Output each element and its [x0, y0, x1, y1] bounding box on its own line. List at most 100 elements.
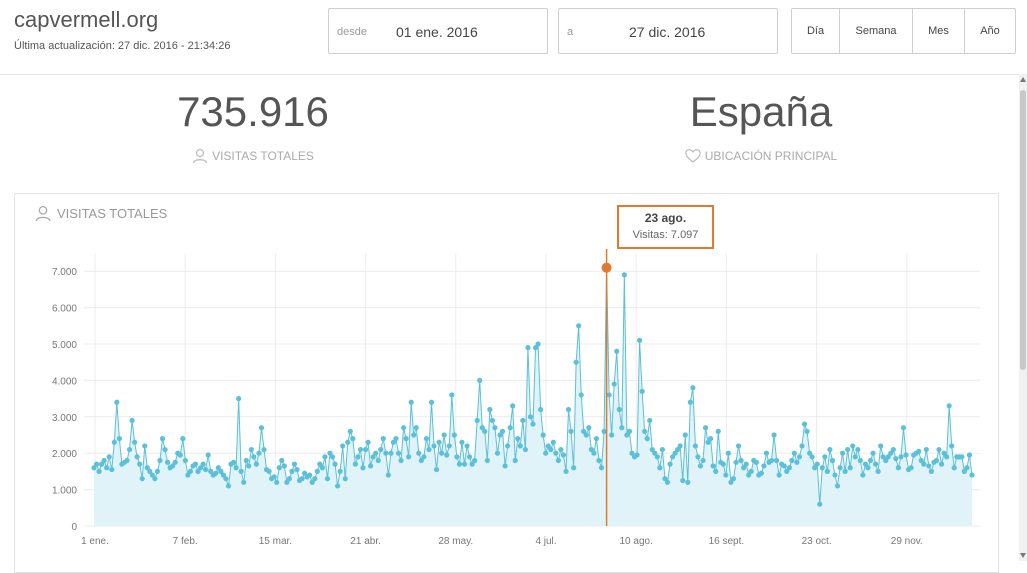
data-point[interactable]	[180, 436, 186, 442]
data-point[interactable]	[867, 457, 874, 464]
data-point[interactable]	[248, 446, 254, 453]
data-point[interactable]	[106, 454, 112, 460]
data-point[interactable]	[560, 452, 567, 458]
data-point[interactable]	[969, 472, 975, 478]
data-point[interactable]	[812, 465, 818, 471]
data-point[interactable]	[741, 465, 747, 471]
data-point[interactable]	[847, 465, 853, 471]
data-point[interactable]	[644, 436, 650, 442]
data-point[interactable]	[114, 399, 120, 405]
data-point[interactable]	[659, 446, 666, 453]
data-point[interactable]	[553, 450, 559, 456]
data-point[interactable]	[527, 414, 534, 420]
data-point[interactable]	[624, 432, 630, 438]
data-point[interactable]	[583, 432, 589, 438]
period-day-button[interactable]: Día	[792, 9, 840, 53]
data-point[interactable]	[667, 461, 673, 467]
data-point[interactable]	[918, 457, 924, 464]
data-point[interactable]	[109, 466, 115, 473]
data-point[interactable]	[875, 468, 881, 474]
data-point[interactable]	[497, 432, 503, 438]
data-point[interactable]	[520, 417, 526, 424]
data-point[interactable]	[276, 465, 282, 471]
data-point[interactable]	[505, 443, 511, 449]
data-point[interactable]	[682, 432, 688, 438]
data-point[interactable]	[888, 450, 894, 456]
data-point[interactable]	[256, 450, 262, 456]
data-point[interactable]	[735, 443, 742, 449]
data-point[interactable]	[388, 450, 394, 456]
data-point[interactable]	[614, 348, 620, 354]
data-point[interactable]	[142, 443, 148, 449]
data-point[interactable]	[279, 457, 285, 464]
visits-chart[interactable]: 0 1.000 2.000 3.000 4.000 5.000 6.000 7.000 1 en…	[0, 0, 1027, 561]
data-point[interactable]	[347, 428, 353, 434]
date-from-input[interactable]: desde 01 ene. 2016	[328, 8, 548, 54]
data-point[interactable]	[200, 461, 206, 467]
data-point[interactable]	[601, 428, 607, 434]
data-point[interactable]	[571, 465, 577, 471]
data-point[interactable]	[464, 443, 470, 449]
data-point[interactable]	[883, 457, 889, 464]
data-point[interactable]	[162, 446, 168, 453]
data-point[interactable]	[172, 459, 178, 465]
data-point[interactable]	[340, 443, 346, 449]
data-point[interactable]	[345, 439, 351, 445]
data-point[interactable]	[492, 425, 498, 431]
data-point[interactable]	[964, 465, 970, 471]
data-point[interactable]	[378, 446, 384, 453]
data-point[interactable]	[286, 476, 292, 482]
data-point[interactable]	[959, 454, 965, 460]
data-point[interactable]	[824, 468, 830, 474]
data-point[interactable]	[261, 446, 267, 453]
data-point[interactable]	[517, 443, 523, 449]
data-point[interactable]	[246, 463, 252, 469]
data-point[interactable]	[697, 463, 704, 469]
data-point[interactable]	[804, 428, 810, 434]
data-point[interactable]	[170, 463, 176, 469]
data-point[interactable]	[510, 403, 516, 409]
data-point[interactable]	[147, 468, 153, 474]
period-year-button[interactable]: Año	[980, 25, 1000, 37]
data-point[interactable]	[789, 457, 795, 464]
data-point[interactable]	[91, 465, 97, 471]
data-point[interactable]	[408, 399, 414, 405]
data-point[interactable]	[636, 337, 643, 343]
data-point[interactable]	[743, 461, 749, 467]
data-point[interactable]	[215, 465, 221, 471]
data-point[interactable]	[433, 466, 440, 473]
data-point[interactable]	[111, 439, 117, 445]
data-point[interactable]	[845, 446, 851, 453]
data-point[interactable]	[781, 463, 787, 469]
data-point[interactable]	[568, 428, 574, 434]
data-point[interactable]	[355, 454, 361, 460]
data-point[interactable]	[832, 472, 838, 478]
data-point[interactable]	[357, 446, 364, 453]
data-point[interactable]	[499, 428, 506, 434]
data-point[interactable]	[395, 450, 402, 456]
data-point[interactable]	[629, 450, 635, 456]
data-point[interactable]	[144, 465, 150, 471]
data-point[interactable]	[368, 463, 374, 469]
data-point[interactable]	[93, 461, 100, 467]
data-point[interactable]	[370, 454, 376, 460]
data-point[interactable]	[375, 457, 381, 464]
data-point[interactable]	[880, 454, 886, 460]
data-point[interactable]	[837, 465, 843, 471]
data-point[interactable]	[588, 446, 594, 453]
data-point[interactable]	[187, 468, 194, 474]
data-point[interactable]	[243, 457, 249, 464]
data-point[interactable]	[451, 432, 457, 438]
data-point[interactable]	[926, 463, 932, 469]
data-point[interactable]	[507, 425, 513, 431]
data-point[interactable]	[639, 388, 645, 394]
data-point[interactable]	[220, 472, 227, 478]
data-point[interactable]	[289, 468, 295, 474]
data-point[interactable]	[771, 432, 777, 438]
data-point[interactable]	[649, 446, 655, 453]
data-point[interactable]	[573, 359, 579, 365]
data-point[interactable]	[961, 468, 967, 474]
data-point[interactable]	[477, 377, 483, 383]
data-point[interactable]	[530, 421, 536, 427]
data-point[interactable]	[794, 459, 800, 465]
